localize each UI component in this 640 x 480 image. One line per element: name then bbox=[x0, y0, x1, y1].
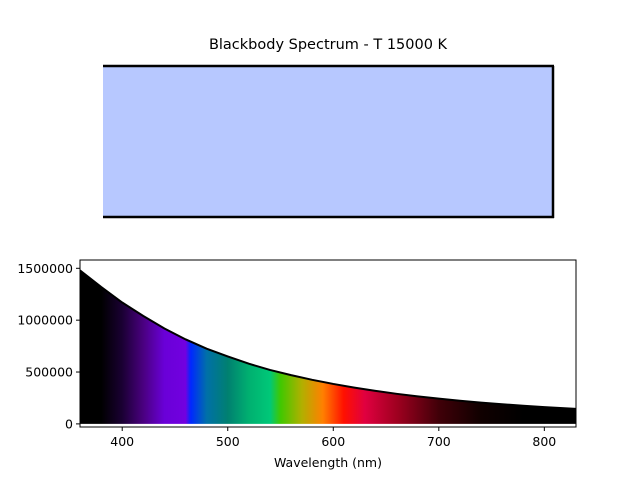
swatch-title: Blackbody Spectrum - T 15000 K bbox=[209, 37, 448, 53]
x-tick-label: 800 bbox=[532, 434, 556, 449]
y-tick-label: 1500000 bbox=[17, 261, 73, 276]
y-tick-label: 1000000 bbox=[17, 313, 73, 328]
spectrum-fill-area bbox=[80, 270, 576, 424]
spectrum-curve bbox=[80, 269, 576, 410]
y-tick-label: 500000 bbox=[25, 365, 73, 380]
spectrum-plot: 400 500 600 700 800 0 500000 1000000 1500000 Wa… bbox=[17, 259, 577, 470]
x-tick-label: 600 bbox=[321, 434, 345, 449]
x-tick-label: 500 bbox=[216, 434, 240, 449]
y-tick-label: 0 bbox=[65, 416, 73, 431]
x-axis-ticks: 400 500 600 700 800 bbox=[110, 427, 556, 449]
x-tick-label: 700 bbox=[427, 434, 451, 449]
y-axis-ticks: 0 500000 1000000 1500000 bbox=[17, 261, 80, 431]
color-swatch bbox=[103, 66, 553, 218]
x-tick-label: 400 bbox=[110, 434, 134, 449]
plot-frame bbox=[79, 259, 577, 428]
x-axis-label: Wavelength (nm) bbox=[274, 455, 382, 470]
